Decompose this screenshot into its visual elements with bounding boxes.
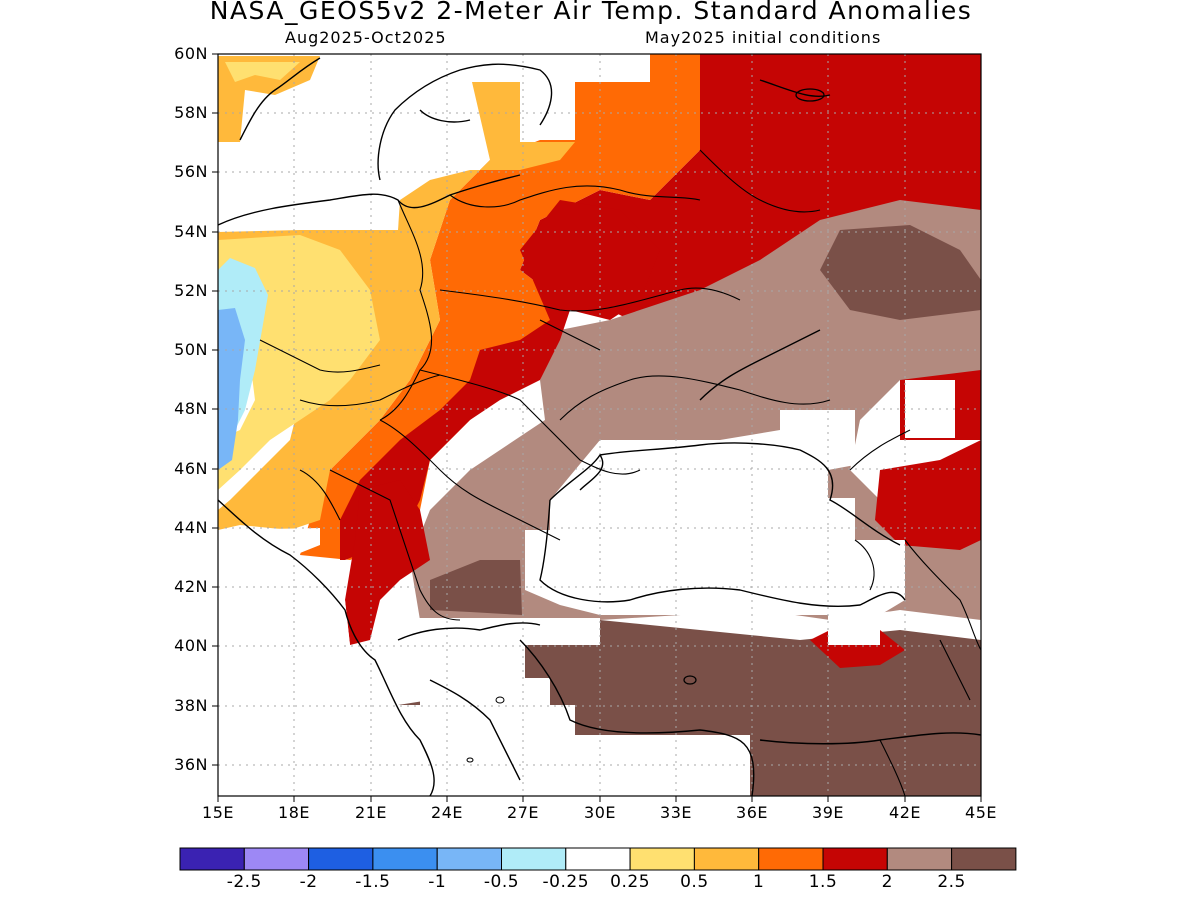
lat-label: 46N [174,459,208,478]
lat-label: 42N [174,577,208,596]
colorbar-swatch [693,847,760,871]
colorbar-swatch [758,847,824,871]
lat-label: 50N [174,340,208,359]
colorbar-label: -0.25 [542,872,590,892]
lon-label: 39E [812,803,844,822]
colorbar-label: -1.5 [355,872,391,892]
anomaly-yellow-baltic [225,62,300,82]
axis-ticks [212,53,982,802]
colorbar-swatch [308,847,374,871]
anomaly-dark-red-caucasus [875,440,981,550]
colorbar-swatch [436,847,503,871]
colorbar-label: 0.25 [610,872,651,892]
lon-label: 24E [431,803,463,822]
colorbar-label: 1 [753,872,765,892]
lat-label: 38N [174,696,208,715]
colorbar-label: 2 [881,872,893,892]
colorbar-label: 1.5 [808,872,838,892]
neutral-west-land [218,555,398,796]
colorbar-label: 0.5 [680,872,709,892]
lon-label: 15E [202,803,234,822]
lat-label: 44N [174,518,208,537]
colorbar-swatch [629,847,695,871]
lon-label: 36E [736,803,768,822]
lon-label: 21E [355,803,387,822]
lat-label: 60N [174,44,208,63]
anomaly-light-blue-west [218,308,245,470]
lat-label: 52N [174,281,208,300]
anomaly-dark-brown-balkans [430,560,522,615]
neutral-aegean [398,618,750,796]
colorbar-swatch [243,847,310,871]
neutral-caucasus-gap [905,380,955,438]
colorbar-swatch [822,847,888,871]
lat-label: 54N [174,222,208,241]
anomaly-light-orange-band [218,82,575,530]
anomaly-dark-red-serbia [345,480,430,645]
lat-label: 56N [174,162,208,181]
colorbar-swatch [501,847,567,871]
anomaly-dark-brown-northeast [820,225,981,320]
lon-label: 30E [584,803,616,822]
lon-label: 45E [965,803,997,822]
islands [466,88,825,763]
forecast-period: Aug2025-Oct2025 [285,28,447,47]
colorbar-label: -2 [299,872,318,892]
anomaly-dark-red-northeast [520,54,981,440]
colorbar-label: 2.5 [937,872,966,892]
neutral-baltic-gaps [320,54,650,140]
map-title: NASA_GEOS5v2 2-Meter Air Temp. Standard … [209,0,973,25]
grid-lines [218,54,981,796]
colorbar-swatch [372,847,438,871]
lat-label: 48N [174,399,208,418]
anomaly-dark-red-center [340,200,660,560]
country-borders [259,149,981,796]
lon-label: 27E [507,803,539,822]
colorbar-swatch [886,847,953,871]
colorbar-swatch [565,847,631,871]
colorbar-swatch [951,847,1017,871]
lat-label: 40N [174,636,208,655]
initial-conditions: May2025 initial conditions [645,28,882,47]
colorbar-label: -1 [428,872,447,892]
lon-label: 42E [889,803,921,822]
coastlines [218,57,981,796]
neutral-north-strip [218,142,400,230]
colorbar-label: -2.5 [226,872,262,892]
lon-label: 18E [278,803,310,822]
lat-label: 58N [174,103,208,122]
lat-label: 36N [174,755,208,774]
lon-label: 33E [660,803,692,822]
colorbar-label: -0.5 [483,872,520,892]
colorbar-swatch [179,847,245,871]
colorbar [179,847,1017,871]
